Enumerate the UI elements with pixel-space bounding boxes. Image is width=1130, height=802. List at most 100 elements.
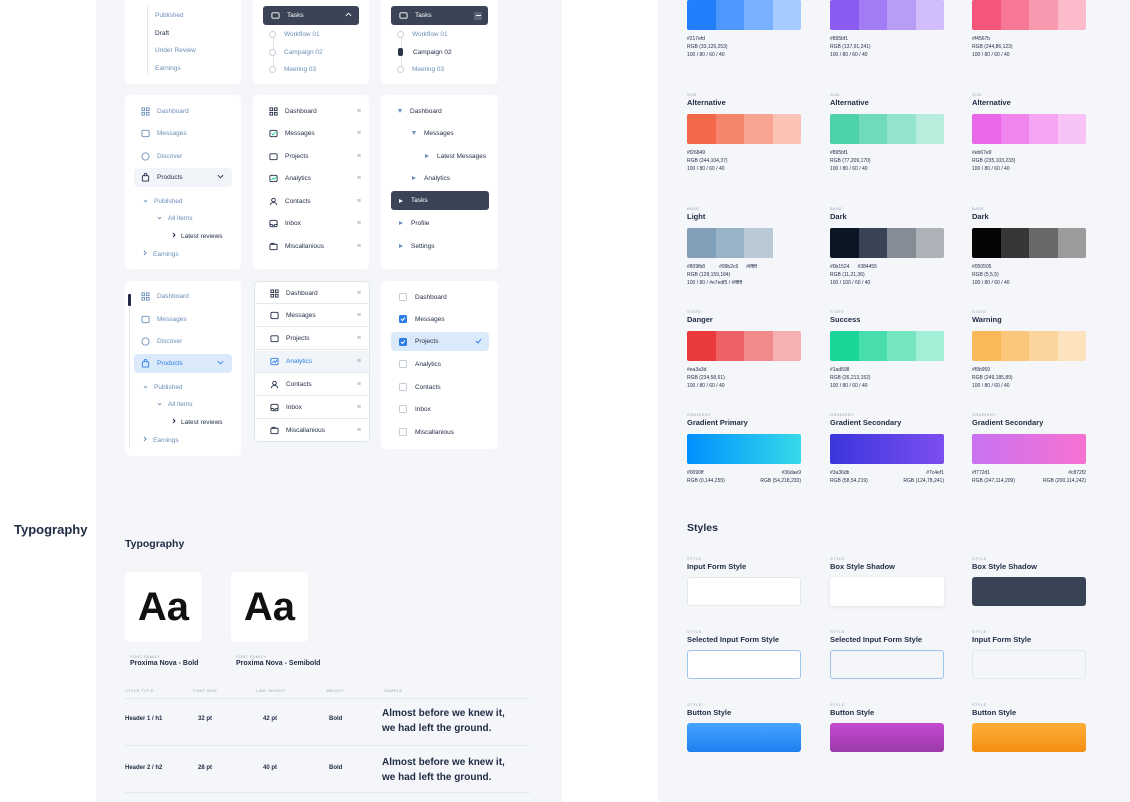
checkbox-dashboard[interactable]: Dashboard xyxy=(381,287,498,307)
color-shade-1 xyxy=(830,331,859,361)
color-swatch xyxy=(687,114,801,144)
input-form-alt-sample[interactable] xyxy=(972,650,1086,679)
folder-icon xyxy=(271,11,280,20)
color-name: Light xyxy=(687,212,706,221)
nav-item-products[interactable]: Products xyxy=(134,354,232,373)
checkbox-checked-icon xyxy=(399,315,407,323)
color-shade-3 xyxy=(887,228,916,258)
nav-item-dashboard[interactable]: Dashboard xyxy=(125,101,241,121)
color-hex-line: #809fb8 #99b2c6 #ffffff xyxy=(687,263,801,271)
color-rgb-line: RGB (249,185,89) xyxy=(972,374,1086,382)
nav-item-miscellaneous[interactable]: Miscallanious ≡ xyxy=(253,236,369,256)
nav-item-latest-messages[interactable]: Latest Messages xyxy=(381,146,498,166)
button-style-orange[interactable] xyxy=(972,723,1086,752)
grid-icon xyxy=(141,291,150,301)
selected-input-sample[interactable] xyxy=(687,650,801,679)
nav-item-analytics[interactable]: Analytics xyxy=(381,168,498,188)
tasks-header[interactable]: Tasks xyxy=(391,6,488,25)
checkbox-projects[interactable]: Projects xyxy=(391,332,489,351)
checkbox-messages[interactable]: Messages xyxy=(381,309,498,329)
nav-item-discover[interactable]: Discover xyxy=(125,146,241,166)
nav-item-dashboard[interactable]: Dashboard ≡ xyxy=(255,283,369,304)
nav-item-projects[interactable]: Projects ≡ xyxy=(253,146,369,166)
checkbox-miscellaneous[interactable]: Miscallanious xyxy=(381,422,498,442)
nav-item-meeting[interactable]: Meeting 03 xyxy=(253,59,369,79)
nav-item-dashboard[interactable]: Dashboard xyxy=(125,286,241,306)
nav-item-published[interactable]: Published xyxy=(125,377,241,397)
row-line-height: 42 pt xyxy=(263,716,278,722)
menu-icon: ≡ xyxy=(356,242,361,250)
compass-icon xyxy=(141,336,150,346)
color-rgb: RGB (244,86,123) xyxy=(972,44,1013,50)
nav-item-earnings[interactable]: Earnings xyxy=(155,64,181,72)
nav-item-dashboard[interactable]: Dashboard xyxy=(381,101,498,121)
nav-item-products[interactable]: Products xyxy=(134,168,232,187)
color-swatch xyxy=(972,0,1086,30)
nav-item-analytics[interactable]: Analytics ≡ xyxy=(253,168,369,188)
nav-item-messages[interactable]: Messages xyxy=(125,123,241,143)
nav-item-analytics[interactable]: Analytics ≡ xyxy=(255,351,369,373)
nav-item-miscellaneous[interactable]: Miscallanious ≡ xyxy=(255,419,369,441)
style-kicker: STYLE xyxy=(830,556,845,561)
nav-item-inbox[interactable]: Inbox ≡ xyxy=(253,213,369,233)
color-shade-2 xyxy=(715,228,744,258)
checkbox-inbox[interactable]: Inbox xyxy=(381,399,498,419)
checkbox-contacts[interactable]: Contacts xyxy=(381,377,498,397)
nav-item-all-items[interactable]: All items xyxy=(125,394,241,414)
tasks-header[interactable]: Tasks xyxy=(263,6,359,25)
nav-item-messages[interactable]: Messages xyxy=(125,309,241,329)
color-info: #f4567b RGB (244,86,123) 100 / 80 / 60 / 4… xyxy=(972,35,1086,59)
color-shade-3 xyxy=(887,0,916,30)
color-shade-4 xyxy=(1057,0,1086,30)
nav-item-contacts[interactable]: Contacts ≡ xyxy=(255,374,369,396)
nav-item-inbox[interactable]: Inbox ≡ xyxy=(255,397,369,419)
button-style-blue[interactable] xyxy=(687,723,801,752)
color-kicker: GRADIENT xyxy=(687,412,711,417)
color-shade-3 xyxy=(887,331,916,361)
nav-item-messages[interactable]: Messages ≡ xyxy=(255,305,369,327)
nav-item-campaign[interactable]: Campaign 02 xyxy=(253,42,369,62)
nav-item-dashboard[interactable]: Dashboard ≡ xyxy=(253,101,369,121)
nav-item-latest-reviews[interactable]: Latest reviews xyxy=(125,412,241,432)
nav-item-workflow[interactable]: Workflow 01 xyxy=(253,24,369,44)
nav-item-tasks[interactable]: Tasks xyxy=(391,191,489,210)
color-hex-line: #050505 xyxy=(972,263,1086,271)
menu-icon: ≡ xyxy=(356,152,361,160)
nav-item-published[interactable]: Published xyxy=(125,191,241,211)
button-style-purple[interactable] xyxy=(830,723,944,752)
user-icon xyxy=(270,380,279,389)
nav-item-draft[interactable]: Draft xyxy=(155,29,170,37)
nav-item-earnings[interactable]: Earnings xyxy=(125,430,241,450)
nav-item-published[interactable]: Published xyxy=(155,11,184,19)
nav-item-campaign[interactable]: Campaign 02 xyxy=(381,42,498,62)
color-hex-2: #7c4ef1 xyxy=(926,470,944,476)
folder-icon xyxy=(269,152,278,161)
nav-item-projects[interactable]: Projects ≡ xyxy=(255,328,369,350)
nav-item-discover[interactable]: Discover xyxy=(125,331,241,351)
nav-item-under-review[interactable]: Under Review xyxy=(155,46,196,54)
checkbox-analytics[interactable]: Analytics xyxy=(381,354,498,374)
color-rgb: RGB (0,144,255) xyxy=(687,478,725,484)
nav-item-workflow[interactable]: Workflow 01 xyxy=(381,24,498,44)
color-shade-3 xyxy=(887,114,916,144)
color-kicker: GRADIENT xyxy=(972,412,996,417)
nav-item-profile[interactable]: Profile xyxy=(381,213,498,233)
nav-item-contacts[interactable]: Contacts ≡ xyxy=(253,191,369,211)
color-shade-2 xyxy=(858,0,887,30)
nav-item-messages[interactable]: Messages xyxy=(381,123,498,143)
scroll-indicator[interactable] xyxy=(128,294,131,306)
selected-input-alt-sample[interactable] xyxy=(830,650,944,679)
nav-item-messages[interactable]: Messages ≡ xyxy=(253,123,369,143)
color-hex-line: #3a36db #7c4ef1 xyxy=(830,469,944,477)
color-rgb-2: RGB (200,114,242) xyxy=(1043,478,1086,484)
nav-item-settings[interactable]: Settings xyxy=(381,236,498,256)
nav-item-meeting[interactable]: Meeting 03 xyxy=(381,59,498,79)
nav-item-earnings[interactable]: Earnings xyxy=(125,244,241,264)
nav-item-latest-reviews[interactable]: Latest reviews xyxy=(125,226,241,246)
input-form-style-sample[interactable] xyxy=(687,577,801,606)
color-shade-2 xyxy=(1000,228,1029,258)
menu-icon: ≡ xyxy=(356,404,361,411)
color-hex-line: #f4567b xyxy=(972,35,1086,43)
nav-item-all-items[interactable]: All items xyxy=(125,208,241,228)
color-rgb-line: RGB (26,213,152) xyxy=(830,374,944,382)
